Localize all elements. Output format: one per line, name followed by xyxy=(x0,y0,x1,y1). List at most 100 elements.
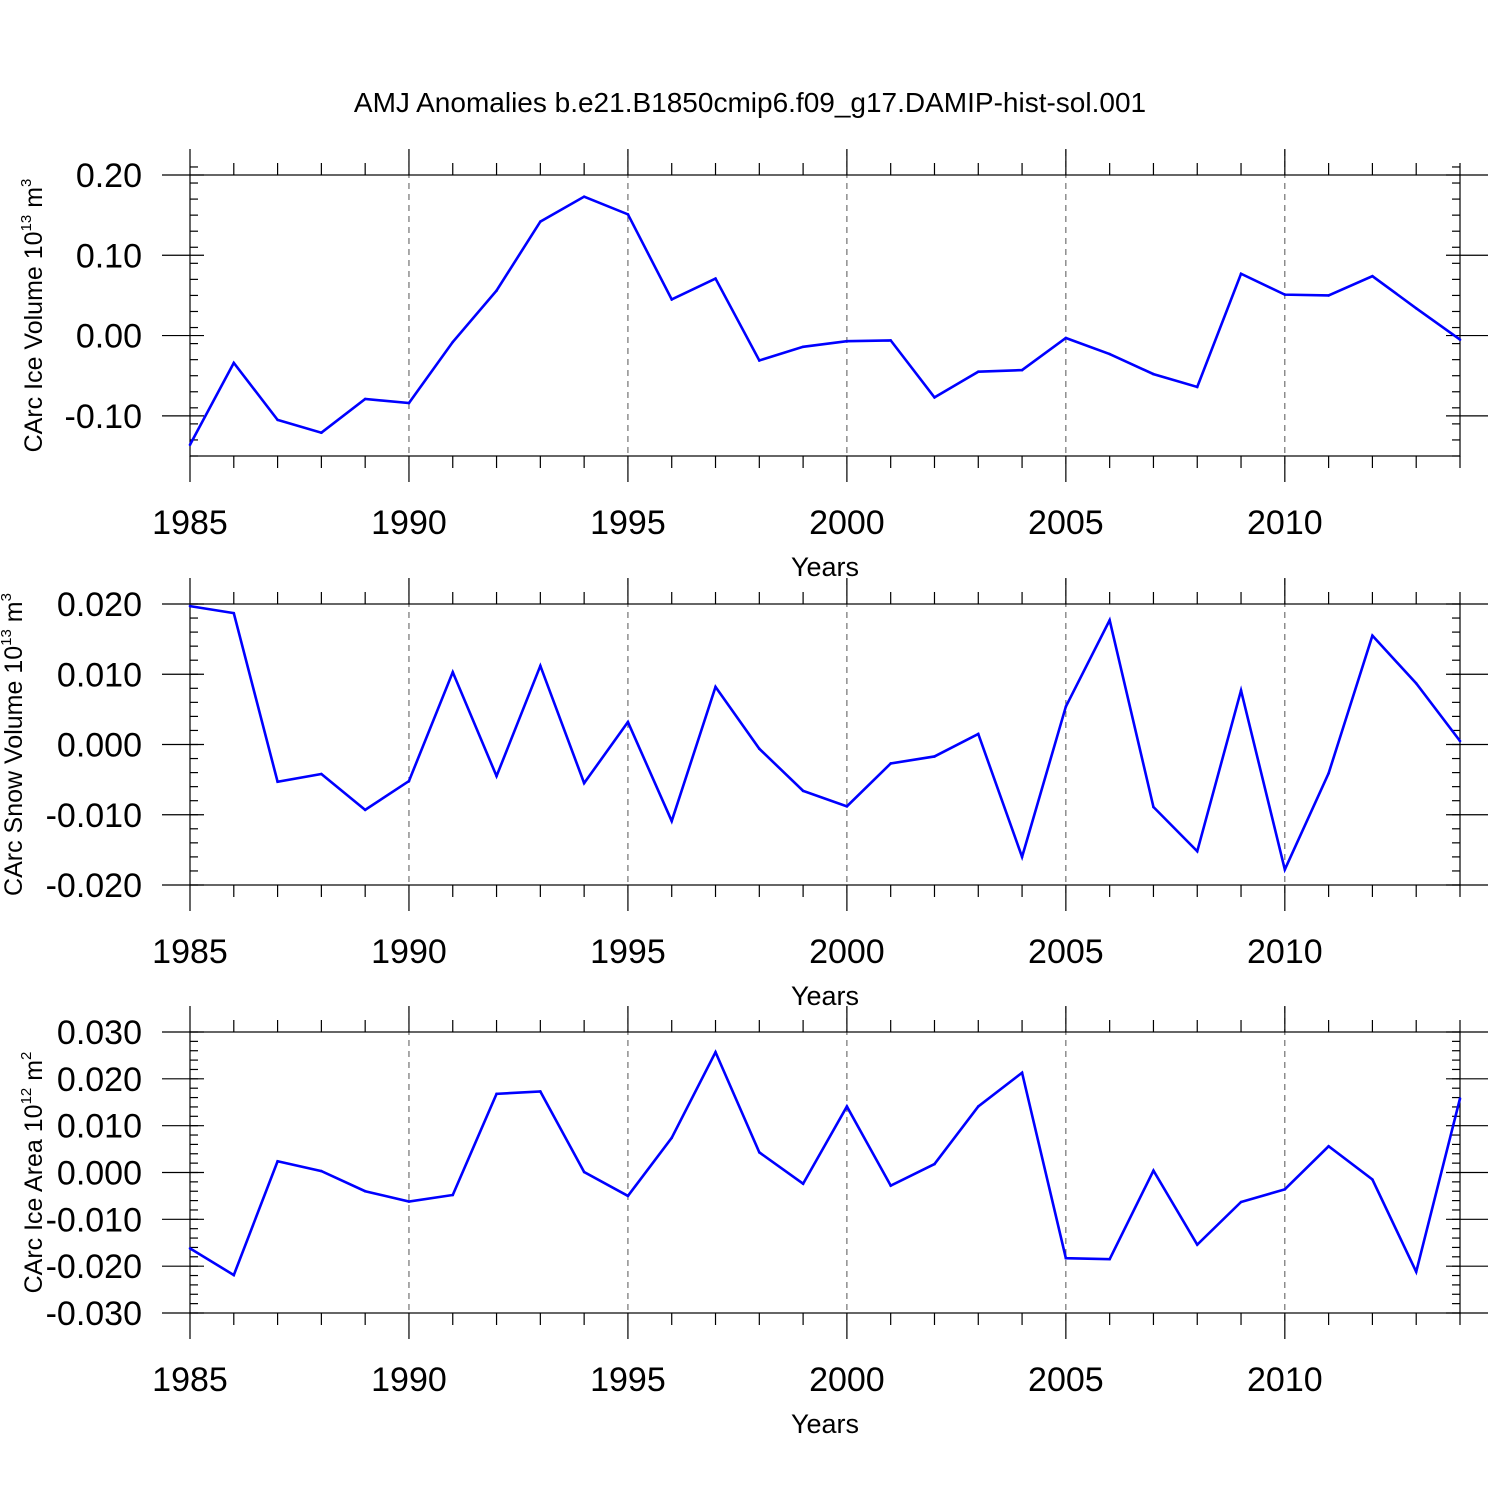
panel-3-data-point-2000 xyxy=(845,1105,849,1108)
panel-2-xtick-label: 2005 xyxy=(1028,933,1104,971)
panel-3-data-point-1997 xyxy=(714,1050,717,1054)
panel-3-xtick-label: 1990 xyxy=(371,1361,447,1399)
panel-2-data-point-1995 xyxy=(626,720,630,724)
panel-2-data-point-2003 xyxy=(976,732,980,736)
panel-3-xtick-label: 1995 xyxy=(590,1361,666,1399)
panel-3-xtick-label: 2000 xyxy=(809,1361,885,1399)
panel-1-data-point-2008 xyxy=(1195,385,1199,389)
panel-2-ytick-label: 0.000 xyxy=(57,727,142,765)
panel-2-xtick-label: 2010 xyxy=(1247,933,1323,971)
panel-1-data-point-1997 xyxy=(714,277,717,280)
panel-1-data-point-1999 xyxy=(801,345,805,349)
panel-3-xtick-label: 2010 xyxy=(1247,1361,1323,1399)
panel-2-data-point-2010 xyxy=(1283,868,1287,871)
panel-1-xtick-label: 1985 xyxy=(152,504,228,542)
panel-2-data-point-1989 xyxy=(363,808,367,812)
panel-2-data-point-1988 xyxy=(320,772,323,776)
panel-3-data-point-2012 xyxy=(1371,1178,1374,1181)
panel-1-data-point-1985 xyxy=(188,443,192,447)
panel-3-data-point-2009 xyxy=(1239,1200,1243,1204)
panel-2-data-point-2012 xyxy=(1371,634,1374,637)
panel-3-series-line xyxy=(189,1049,1462,1277)
panel-1-data-point-1989 xyxy=(363,397,367,401)
panel-1-ytick-label: 0.20 xyxy=(76,157,142,195)
panel-3: -0.030 -0.020 -0.010 0.000 0.010 0.020 0.030 19… xyxy=(18,1006,1488,1439)
panel-2-data-point-2005 xyxy=(1064,705,1068,708)
panel-2-data-point-1986 xyxy=(232,611,236,615)
panel-1-data-point-2000 xyxy=(845,339,849,343)
panel-2-xtick-label: 1995 xyxy=(590,933,666,971)
panel-3-ytick-label: 0.010 xyxy=(57,1108,142,1146)
panel-1-data-point-2003 xyxy=(976,370,980,374)
panel-2-data-point-1999 xyxy=(801,789,805,793)
panel-2-data-point-2008 xyxy=(1195,849,1199,853)
panel-1-data-point-2013 xyxy=(1414,306,1418,310)
panel-2-data-point-2000 xyxy=(845,805,849,808)
figure-title: AMJ Anomalies b.e21.B1850cmip6.f09_g17.D… xyxy=(354,87,1146,118)
panel-3-data-point-2006 xyxy=(1108,1257,1111,1261)
panel-2-data-point-1990 xyxy=(407,779,411,783)
panel-2: -0.020 -0.010 0.000 0.010 0.020 1985 1990 1995 2… xyxy=(0,578,1488,1011)
panel-3-data-point-2005 xyxy=(1064,1256,1068,1260)
panel-1-data-point-2005 xyxy=(1064,336,1068,340)
panel-1-data-point-1991 xyxy=(451,340,455,344)
panel-2-data-point-1998 xyxy=(758,747,761,751)
panel-2-data-point-2011 xyxy=(1327,772,1330,775)
panel-1-data-point-2002 xyxy=(933,396,936,399)
panel-1-data-point-1987 xyxy=(276,418,279,422)
panel-3-xtick-label: 2005 xyxy=(1028,1361,1104,1399)
panel-1-data-point-1995 xyxy=(626,213,630,216)
panel-2-data-point-2004 xyxy=(1020,855,1024,859)
panel-3-data-point-1998 xyxy=(758,1151,761,1154)
panel-2-data-point-1992 xyxy=(495,774,498,778)
panel-1-data-point-1998 xyxy=(758,359,761,362)
panel-3-data-point-1993 xyxy=(539,1090,542,1093)
panel-1-data-point-2004 xyxy=(1020,368,1024,372)
panel-2-data-point-1997 xyxy=(714,685,717,689)
panel-3-data-point-2007 xyxy=(1152,1169,1155,1172)
panel-2-data-point-1985 xyxy=(188,604,192,608)
panel-3-frame xyxy=(189,1031,1461,1314)
panel-2-frame xyxy=(189,603,1461,886)
panel-3-data-point-1991 xyxy=(451,1193,455,1197)
panel-1-series-line xyxy=(188,195,1461,446)
panel-3-data-point-1999 xyxy=(801,1182,805,1186)
panel-1-data-point-2014 xyxy=(1458,338,1462,341)
panel-3-data-point-1995 xyxy=(626,1194,630,1198)
panel-3-xlabel: Years xyxy=(791,1409,859,1439)
panel-1-data-point-1986 xyxy=(232,361,236,365)
panel-1-data-point-1994 xyxy=(582,195,586,198)
panel-1-frame xyxy=(189,174,1461,457)
panel-2-data-point-1987 xyxy=(276,780,279,784)
panel-1-data-point-1988 xyxy=(320,431,323,435)
panel-3-data-point-2004 xyxy=(1020,1071,1024,1075)
panel-3-data-point-2014 xyxy=(1458,1097,1462,1100)
panel-3-ytick-label: -0.020 xyxy=(46,1248,142,1286)
panel-2-xlabel: Years xyxy=(791,981,859,1011)
panel-2-xtick-label: 1990 xyxy=(371,933,447,971)
panel-3-ytick-label: -0.010 xyxy=(46,1201,142,1239)
panel-1-data-point-2007 xyxy=(1152,372,1155,376)
panel-2-data-point-2006 xyxy=(1108,618,1111,622)
panel-3-data-point-1985 xyxy=(188,1247,192,1250)
panel-3-data-point-2013 xyxy=(1414,1270,1418,1274)
panel-1-data-point-2001 xyxy=(889,339,892,342)
panel-3-ytick-label: 0.030 xyxy=(57,1014,142,1052)
panel-3-data-point-1996 xyxy=(670,1136,674,1140)
panel-1-data-point-2011 xyxy=(1327,294,1330,297)
panel-1-data-point-1992 xyxy=(495,289,498,292)
panel-2-ytick-label: -0.010 xyxy=(46,797,142,835)
panel-1-data-point-1990 xyxy=(407,401,411,405)
panel-1-data-point-2010 xyxy=(1283,293,1287,296)
panel-2-data-point-1993 xyxy=(539,664,542,668)
panel-2-data-point-2014 xyxy=(1458,739,1462,743)
panel-1-xtick-label: 2010 xyxy=(1247,504,1323,542)
panels: -0.10 0.00 0.10 0.20 1985 1990 1995 2000 2005 201… xyxy=(0,149,1488,1439)
panel-2-ylabel: CArc Snow Volume 1013 m3 xyxy=(0,593,28,896)
panel-2-data-point-1994 xyxy=(582,781,586,785)
panel-2-series-line xyxy=(189,604,1462,874)
panel-1-xtick-label: 1990 xyxy=(371,504,447,542)
panel-1-xtick-label: 1995 xyxy=(590,504,666,542)
panel-3-ytick-label: 0.020 xyxy=(57,1061,142,1099)
